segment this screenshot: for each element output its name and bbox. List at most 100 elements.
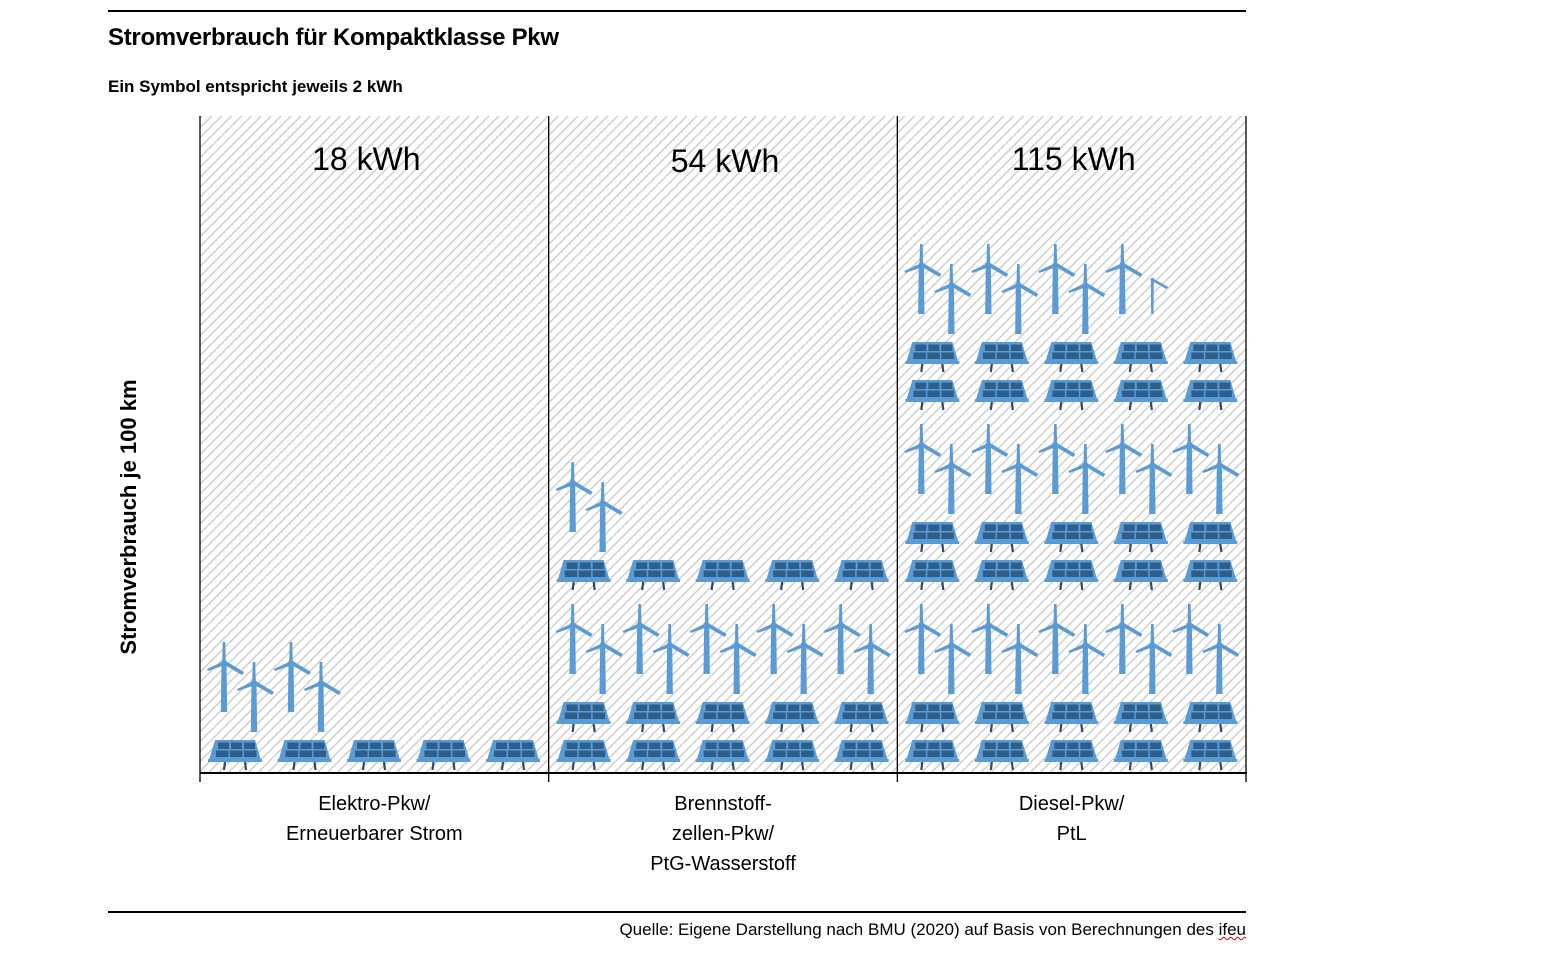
solar-panel-icon <box>974 342 1029 373</box>
solar-panel-icon <box>974 560 1029 591</box>
wind-turbine-icon <box>1001 624 1039 694</box>
value-label: 54 kWh <box>671 143 779 179</box>
category-label-line: PtL <box>1056 823 1087 845</box>
solar-panel-icon <box>626 560 681 591</box>
wind-turbine-icon <box>786 624 824 694</box>
solar-panel-icon <box>974 380 1029 411</box>
chart-title: Stromverbrauch für Kompaktklasse Pkw <box>108 24 559 51</box>
wind-turbine-icon <box>823 604 861 674</box>
category-label-line: Brennstoff- <box>674 793 772 815</box>
wind-turbine-icon <box>207 642 244 712</box>
wind-turbine-icon <box>1105 424 1143 494</box>
wind-turbine-icon <box>1105 604 1143 674</box>
source-text: Quelle: Eigene Darstellung nach BMU (202… <box>619 920 1219 939</box>
bottom-rule <box>108 911 1246 913</box>
symbols-layer <box>207 244 1240 771</box>
wind-turbine-icon <box>1172 604 1210 674</box>
wind-turbine-icon <box>652 624 690 694</box>
solar-panel-icon <box>765 702 820 733</box>
wind-turbine-icon <box>934 444 972 514</box>
wind-turbine-icon <box>1001 444 1039 514</box>
solar-panel-icon <box>1044 380 1099 411</box>
solar-panel-icon <box>1113 702 1168 733</box>
solar-panel-icon <box>905 380 960 411</box>
wind-turbine-icon <box>1068 624 1106 694</box>
solar-panel-icon <box>626 702 681 733</box>
wind-turbine-icon <box>622 604 660 674</box>
category-label-line: PtG-Wasserstoff <box>650 853 796 875</box>
solar-panel-icon <box>556 702 611 733</box>
solar-panel-icon <box>905 702 960 733</box>
axes <box>199 116 1247 782</box>
category-label-line: Elektro-Pkw/ <box>318 793 431 815</box>
solar-panel-icon <box>1183 740 1238 771</box>
solar-panel-icon <box>1113 740 1168 771</box>
solar-panel-icon <box>834 740 889 771</box>
wind-turbine-icon <box>237 662 274 732</box>
solar-panel-icon <box>626 740 681 771</box>
wind-turbine-icon <box>304 662 341 732</box>
solar-panel-icon <box>695 560 750 591</box>
solar-panel-icon <box>765 560 820 591</box>
solar-panel-icon <box>974 740 1029 771</box>
wind-turbine-icon <box>971 424 1009 494</box>
solar-panel-icon <box>1183 380 1238 411</box>
solar-panel-icon <box>556 560 611 591</box>
category-column <box>555 462 891 771</box>
solar-panel-icon <box>834 702 889 733</box>
wind-turbine-icon <box>689 604 727 674</box>
wind-turbine-icon <box>274 642 311 712</box>
solar-panel-icon <box>905 740 960 771</box>
wind-turbine-icon <box>1105 244 1143 314</box>
plot-background <box>200 116 1246 773</box>
source-note: Quelle: Eigene Darstellung nach BMU (202… <box>619 920 1246 940</box>
solar-panel-icon <box>1183 702 1238 733</box>
category-column <box>904 244 1240 771</box>
plot-area <box>200 116 1246 773</box>
category-label: Diesel-Pkw/PtL <box>902 789 1242 849</box>
solar-panel-icon <box>905 522 960 553</box>
solar-panel-icon <box>695 702 750 733</box>
solar-panel-icon <box>486 740 540 771</box>
wind-turbine-icon <box>904 604 942 674</box>
wind-turbine-icon <box>1038 604 1076 674</box>
solar-panel-icon <box>1113 380 1168 411</box>
solar-panel-icon <box>1183 560 1238 591</box>
category-label: Elektro-Pkw/Erneuerbarer Strom <box>204 789 544 849</box>
solar-panel-icon <box>1044 342 1099 373</box>
wind-turbine-icon <box>1172 424 1210 494</box>
wind-turbine-icon <box>1135 624 1173 694</box>
wind-turbine-icon <box>971 604 1009 674</box>
category-label-line: Erneuerbarer Strom <box>285 823 463 845</box>
solar-panel-icon <box>1044 702 1099 733</box>
top-rule <box>108 10 1246 12</box>
solar-panel-icon <box>765 740 820 771</box>
solar-panel-icon <box>1113 342 1168 373</box>
wind-turbine-icon <box>904 244 942 314</box>
wind-turbine-icon <box>1202 624 1240 694</box>
solar-panel-icon <box>277 740 332 771</box>
wind-turbine-icon <box>1068 264 1106 334</box>
wind-turbine-icon <box>585 624 623 694</box>
category-column <box>207 642 540 771</box>
solar-panel-icon <box>1113 560 1168 591</box>
source-org: ifeu <box>1218 920 1246 939</box>
solar-panel-icon <box>1044 522 1099 553</box>
wind-turbine-icon <box>934 264 972 334</box>
value-label: 115 kWh <box>1012 141 1136 177</box>
solar-panel-icon <box>1113 522 1168 553</box>
solar-panel-icon <box>905 560 960 591</box>
solar-panel-icon <box>1183 342 1238 373</box>
wind-turbine-icon <box>555 462 593 532</box>
wind-turbine-icon <box>1135 444 1173 514</box>
wind-turbine-icon <box>756 604 794 674</box>
wind-turbine-icon <box>971 244 1009 314</box>
solar-panel-icon <box>416 740 471 771</box>
chart-subtitle: Ein Symbol entspricht jeweils 2 kWh <box>108 77 403 96</box>
wind-turbine-icon <box>555 604 593 674</box>
wind-turbine-icon <box>853 624 891 694</box>
wind-turbine-icon <box>1150 278 1169 314</box>
solar-panel-icon <box>1044 560 1099 591</box>
wind-turbine-icon <box>1001 264 1039 334</box>
